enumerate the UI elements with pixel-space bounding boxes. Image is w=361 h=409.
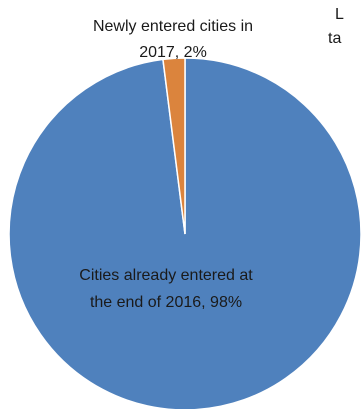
pie-slices [8,57,361,409]
clipped-label-line1: L [335,6,344,23]
slice-label-already-entered-line1: Cities already entered at [79,267,253,284]
clipped-label-line2: ta [328,30,341,47]
slice-label-newly-entered-line1: Newly entered cities in [93,18,253,35]
slice-label-already-entered-line2: the end of 2016, 98% [90,294,242,311]
slice-label-newly-entered-line2: 2017, 2% [139,44,207,61]
pie-slice-newly-entered [162,57,186,235]
